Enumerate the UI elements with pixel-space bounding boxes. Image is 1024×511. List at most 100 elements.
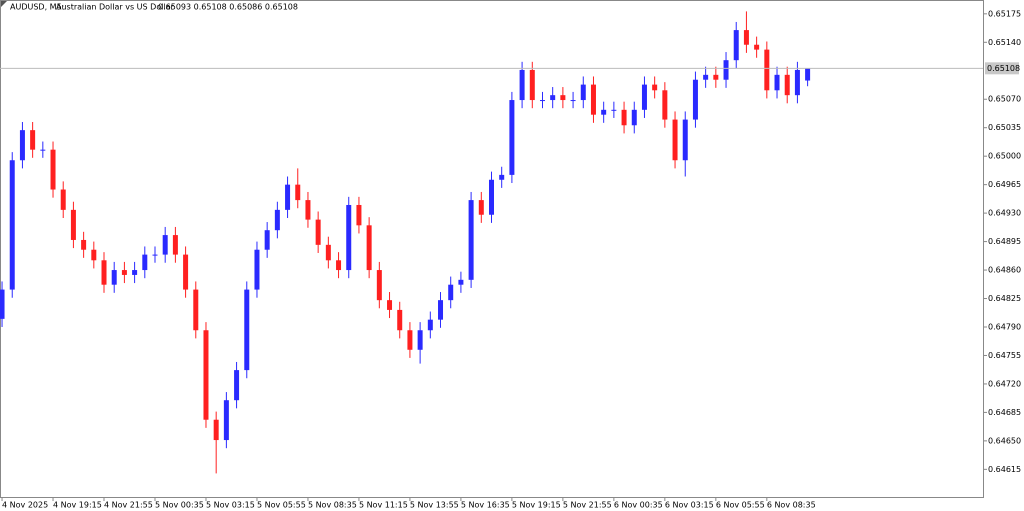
candle-body: [723, 60, 729, 80]
candle-body: [183, 254, 189, 290]
candle-body: [570, 100, 576, 102]
candle-body: [641, 84, 647, 110]
candle-body: [743, 30, 749, 45]
candle-body: [254, 249, 260, 290]
x-tick-label: 4 Nov 19:15: [53, 501, 102, 510]
candle-body: [499, 174, 505, 180]
x-tick-label: 6 Nov 00:35: [614, 501, 663, 510]
x-tick-label: 5 Nov 13:55: [410, 501, 459, 510]
candle-body: [60, 189, 66, 210]
x-tick-label: 6 Nov 05:55: [716, 501, 765, 510]
x-tick-label: 5 Nov 00:35: [155, 501, 204, 510]
candle-body: [264, 230, 270, 250]
candle-body: [234, 370, 240, 401]
y-tick-label: 0.64720: [988, 379, 1021, 388]
corner-icon: [1, 1, 7, 7]
candle-body: [387, 300, 393, 310]
candle-body: [142, 254, 148, 271]
x-tick-label: 4 Nov 21:55: [104, 501, 153, 510]
candle-body: [478, 200, 484, 215]
x-tick-label: 5 Nov 11:15: [359, 501, 408, 510]
symbol: AUDUSD, M5:: [10, 3, 64, 12]
candle-body: [509, 100, 515, 175]
x-tick-label: 6 Nov 03:15: [665, 501, 714, 510]
candle-body: [285, 184, 291, 210]
candle-body: [774, 74, 780, 91]
candle-body: [631, 109, 637, 126]
y-tick-label: 0.64755: [988, 351, 1021, 360]
y-tick-label: 0.64895: [988, 237, 1021, 246]
candle-body: [621, 109, 627, 126]
y-tick-label: 0.64685: [988, 408, 1021, 417]
candle-body: [346, 204, 352, 271]
candle-body: [274, 209, 280, 231]
candle-body: [193, 289, 199, 331]
candle-body: [468, 200, 474, 280]
y-tick-label: 0.65035: [988, 123, 1021, 132]
candle-body: [703, 74, 709, 80]
candle-body: [784, 74, 790, 96]
candle-body: [682, 119, 688, 161]
y-tick-label: 0.65175: [988, 9, 1021, 18]
candle-body: [172, 235, 178, 255]
y-tick-label: 0.65140: [988, 38, 1021, 47]
candle-body: [101, 260, 107, 285]
candle-body: [203, 330, 209, 420]
y-tick-label: 0.64825: [988, 294, 1021, 303]
candle-body: [754, 44, 760, 50]
x-tick-label: 5 Nov 08:35: [308, 501, 357, 510]
candle-body: [0, 289, 5, 319]
candle-body: [325, 244, 331, 261]
candle-body: [376, 270, 382, 301]
y-tick-label: 0.64650: [988, 436, 1021, 445]
candle-body: [162, 235, 168, 255]
candle-body: [652, 84, 658, 91]
candle-body: [30, 130, 36, 150]
last-price-box: [985, 62, 1019, 75]
candle-body: [40, 149, 46, 151]
candle-body: [438, 300, 444, 320]
candle-body: [662, 90, 668, 120]
candle-body: [223, 400, 229, 441]
x-tick-label: 5 Nov 03:15: [206, 501, 255, 510]
candle-body: [213, 419, 219, 441]
candle-body: [9, 160, 15, 290]
y-tick-label: 0.64860: [988, 266, 1021, 275]
candle-body: [121, 270, 127, 275]
plot-frame: [0, 0, 984, 498]
candle-body: [489, 179, 494, 215]
candle-body: [692, 79, 698, 120]
candle-body: [672, 119, 678, 161]
candle-body: [448, 284, 454, 301]
y-tick-label: 0.64930: [988, 209, 1021, 218]
y-tick-label: 0.64965: [988, 180, 1021, 189]
last-price-label: 0.65108: [987, 64, 1020, 73]
candle-body: [152, 254, 158, 256]
candle-body: [529, 69, 535, 101]
candle-body: [519, 69, 525, 101]
y-tick-label: 0.65070: [988, 95, 1021, 104]
candle-body: [611, 109, 617, 111]
candle-body: [295, 184, 301, 201]
candle-body: [305, 200, 311, 220]
x-tick-label: 5 Nov 05:55: [257, 501, 306, 510]
candle-body: [580, 84, 586, 101]
candle-body: [407, 330, 413, 350]
candle-body: [50, 149, 56, 190]
candle-body: [794, 69, 800, 96]
y-tick-label: 0.65000: [988, 152, 1021, 161]
x-tick-label: 4 Nov 2025: [2, 501, 48, 510]
x-tick-label: 5 Nov 19:15: [512, 501, 561, 510]
candle-body: [366, 225, 372, 271]
candle-body: [713, 74, 719, 80]
candle-body: [244, 289, 250, 371]
candle-body: [336, 260, 342, 271]
candle-body: [356, 204, 362, 226]
x-tick-label: 6 Nov 08:35: [767, 501, 816, 510]
candle-body: [539, 100, 545, 102]
candle-body: [427, 319, 433, 331]
candle-body: [550, 95, 556, 101]
x-tick-label: 5 Nov 16:35: [461, 501, 510, 510]
